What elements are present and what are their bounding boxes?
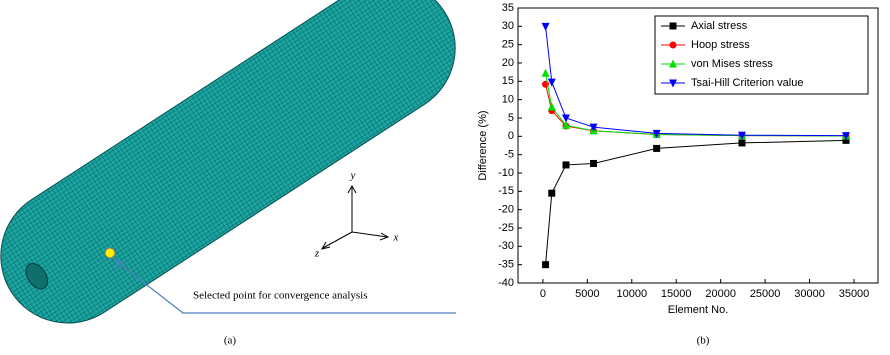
y-tick-label: 0 <box>508 130 514 142</box>
marker <box>548 190 555 197</box>
y-tick-label: 25 <box>502 39 514 51</box>
y-tick-label: -5 <box>504 149 514 161</box>
marker <box>590 160 597 167</box>
y-tick-label: -25 <box>498 222 514 234</box>
figure: y x z Selected point for convergence ana… <box>0 0 890 355</box>
coordinate-axes <box>322 186 388 249</box>
marker <box>670 42 677 49</box>
y-tick-label: -15 <box>498 185 514 197</box>
marker <box>542 69 550 77</box>
x-tick-label: 15000 <box>661 288 692 300</box>
page: y x z Selected point for convergence ana… <box>0 0 890 355</box>
x-tick-label: 10000 <box>616 288 647 300</box>
annotation: Selected point for convergence analysis <box>193 290 368 302</box>
legend-label: Axial stress <box>691 20 748 32</box>
x-tick-label: 35000 <box>839 288 870 300</box>
x-tick-label: 30000 <box>794 288 825 300</box>
x-axis-label: Element No. <box>668 304 729 316</box>
y-tick-label: 30 <box>502 20 514 32</box>
marker <box>542 261 549 268</box>
y-tick-label: 35 <box>502 2 514 14</box>
y-tick-label: -30 <box>498 240 514 252</box>
legend-label: Tsai-Hill Criterion value <box>691 77 803 89</box>
legend-label: von Mises stress <box>691 58 773 70</box>
y-tick-label: -40 <box>498 277 514 289</box>
legend-label: Hoop stress <box>691 39 750 51</box>
marker <box>542 23 550 31</box>
y-tick-label: -10 <box>498 167 514 179</box>
x-tick-label: 25000 <box>750 288 781 300</box>
y-tick-label: 5 <box>508 112 514 124</box>
marker <box>739 139 746 146</box>
axis-label-z: z <box>314 248 320 260</box>
y-tick-label: -35 <box>498 259 514 271</box>
marker <box>563 161 570 168</box>
y-tick-label: 10 <box>502 94 514 106</box>
x-tick-label: 0 <box>540 288 546 300</box>
marker <box>548 79 556 87</box>
axis-label-x: x <box>393 232 399 244</box>
series-line <box>546 140 846 264</box>
y-axis-label: Difference (%) <box>477 110 489 180</box>
y-tick-label: 20 <box>502 57 514 69</box>
caption: (a) <box>224 335 237 347</box>
caption: (b) <box>697 335 710 347</box>
x-tick-label: 5000 <box>575 288 599 300</box>
y-tick-label: 15 <box>502 75 514 87</box>
panel-a: y x z Selected point for convergence ana… <box>0 0 481 349</box>
y-tick-label: -20 <box>498 204 514 216</box>
marker <box>670 23 677 30</box>
marker <box>548 103 556 111</box>
axis-label-y: y <box>350 170 356 182</box>
marker <box>653 145 660 152</box>
selected-point <box>105 248 115 258</box>
x-tick-label: 20000 <box>705 288 736 300</box>
